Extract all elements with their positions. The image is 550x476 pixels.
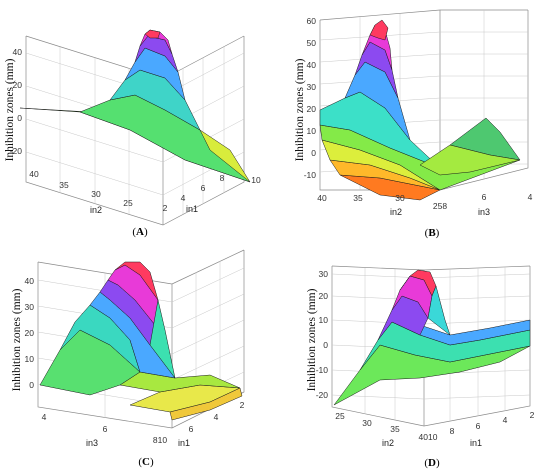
panel-a-y-ticks: 40 35 30 25 — [29, 169, 133, 208]
z-tick: -20 — [316, 390, 329, 400]
panel-a-x-ticks: 2 4 6 8 10 — [163, 173, 261, 213]
x-tick: 10 — [251, 175, 261, 185]
y-tick: 25 — [335, 411, 345, 421]
x-tick: 4 — [181, 193, 186, 203]
z-tick: 20 — [13, 80, 23, 90]
panel-d-y-ticks: 25 30 35 — [335, 411, 400, 434]
z-tick: 40 — [25, 276, 35, 286]
x-tick: 2 — [163, 203, 168, 213]
x-tick: 6 — [482, 192, 487, 202]
surface-patch — [369, 19, 389, 41]
surface-patch — [169, 387, 243, 421]
panel-b-xlabel: in3 — [478, 207, 490, 217]
panel-b-z-ticks: 60 50 40 30 20 10 0 -10 — [304, 16, 317, 180]
y-tick: 40 — [29, 169, 39, 179]
panel-b-zlabel: Inhibition zones (mm) — [294, 58, 306, 161]
panel-b: 60 50 40 30 20 10 0 -10 40 35 30 258 6 4… — [294, 9, 533, 239]
z-tick: 30 — [25, 302, 35, 312]
panel-d-zlabel: Inhibition zones (mm) — [306, 288, 318, 391]
panel-d-caption: (D) — [424, 457, 440, 469]
z-tick: 20 — [307, 104, 317, 114]
panel-c-ylabel: in3 — [86, 438, 98, 448]
panel-a-ylabel: in2 — [90, 205, 102, 215]
z-tick: 0 — [29, 380, 34, 390]
x-tick: 4010 — [419, 432, 438, 442]
y-tick: 30 — [395, 193, 405, 203]
panel-a-zlabel: Inhibition zones (mm) — [4, 58, 16, 161]
panel-d-x-ticks: 4010 8 6 4 2 — [419, 410, 535, 442]
y-tick: 25 — [123, 198, 133, 208]
panel-b-ylabel: in2 — [390, 207, 402, 217]
z-tick: 0 — [17, 113, 22, 123]
panel-d-xlabel: in1 — [470, 438, 482, 448]
panel-c-z-ticks: 40 30 20 10 0 — [25, 276, 35, 390]
x-tick: 4 — [214, 412, 219, 422]
z-tick: 10 — [25, 354, 35, 364]
x-tick: 8 — [220, 173, 225, 183]
z-tick: -20 — [10, 146, 23, 156]
z-tick: -10 — [316, 365, 329, 375]
surface-patch — [114, 261, 159, 301]
z-tick: 20 — [25, 328, 35, 338]
y-tick: 35 — [390, 424, 400, 434]
panel-d-surface — [333, 269, 531, 406]
panel-c: 40 30 20 10 0 4 6 810 6 4 2 in3 in1 Inhi… — [11, 249, 245, 468]
surface-patch — [144, 29, 161, 39]
panel-d-z-ticks: 30 20 10 0 -10 -20 — [316, 269, 329, 400]
panel-a-xlabel: in1 — [186, 204, 198, 214]
surface-patch — [427, 285, 451, 336]
y-tick: 35 — [59, 180, 69, 190]
z-tick: 40 — [13, 47, 23, 57]
panel-b-surface — [319, 19, 521, 201]
x-tick: 2 — [530, 410, 535, 420]
x-tick: 4 — [528, 192, 533, 202]
x-tick: 4 — [503, 415, 508, 425]
x-tick: 2 — [240, 400, 245, 410]
y-tick: 30 — [91, 189, 101, 199]
z-tick: 30 — [307, 82, 317, 92]
surface-patch — [149, 299, 176, 379]
x-tick: 6 — [201, 183, 206, 193]
x-tick: 810 — [153, 435, 167, 445]
z-tick: 0 — [311, 148, 316, 158]
panel-b-caption: (B) — [425, 227, 440, 239]
z-tick: 40 — [307, 60, 317, 70]
y-tick: 40 — [317, 193, 327, 203]
panel-a: 40 20 0 -20 40 35 30 25 2 4 6 8 10 in2 i… — [4, 29, 261, 238]
surface-patch — [199, 129, 251, 183]
z-tick: -10 — [304, 170, 317, 180]
panel-a-surface — [19, 29, 251, 183]
panel-a-caption: (A) — [132, 226, 148, 238]
panel-c-caption: (C) — [138, 456, 154, 468]
x-tick: 8 — [450, 426, 455, 436]
x-tick: 6 — [189, 424, 194, 434]
panel-c-surface — [39, 261, 243, 421]
panel-c-x-ticks: 810 6 4 2 — [153, 400, 245, 445]
x-tick: 6 — [476, 421, 481, 431]
y-tick: 30 — [362, 418, 372, 428]
surface-patch — [419, 144, 521, 176]
z-tick: 30 — [319, 269, 329, 279]
z-tick: 60 — [307, 16, 317, 26]
panel-d-ylabel: in2 — [382, 438, 394, 448]
z-tick: 10 — [307, 126, 317, 136]
y-tick: 6 — [103, 424, 108, 434]
z-tick: 0 — [323, 340, 328, 350]
panel-c-zlabel: Inhibition zones (mm) — [11, 288, 23, 391]
y-tick: 35 — [353, 193, 363, 203]
z-tick: 50 — [307, 38, 317, 48]
panel-c-xlabel: in1 — [178, 438, 190, 448]
z-tick: 10 — [319, 315, 329, 325]
x-tick: 258 — [433, 201, 447, 211]
panel-b-y-ticks: 40 35 30 — [317, 193, 405, 203]
panel-a-z-ticks: 40 20 0 -20 — [10, 47, 23, 156]
y-tick: 4 — [42, 412, 47, 422]
z-tick: 20 — [319, 291, 329, 301]
panel-d: 30 20 10 0 -10 -20 25 30 35 4010 8 6 4 2… — [306, 265, 535, 469]
panel-c-y-ticks: 4 6 — [42, 412, 108, 434]
panel-b-x-ticks: 258 6 4 — [433, 192, 533, 211]
